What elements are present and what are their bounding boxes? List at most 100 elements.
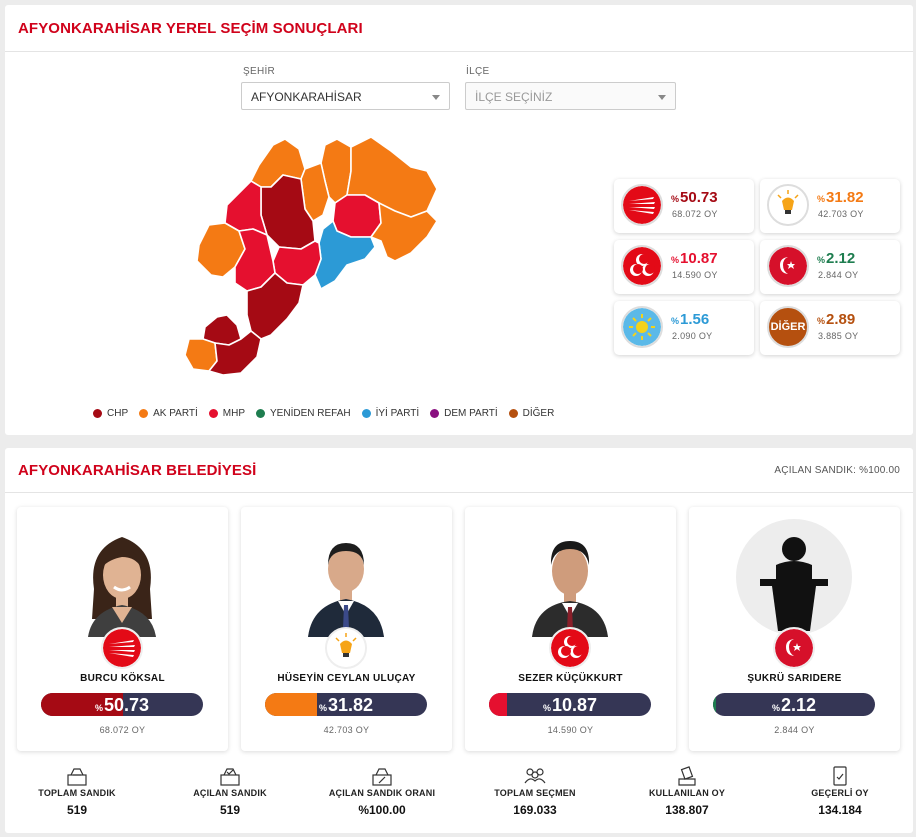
party-votes: 14.590 OY [672, 270, 718, 280]
legend-item-yeniden-refah: YENİDEN REFAH [256, 408, 351, 419]
diger-logo: DİĞER [767, 306, 809, 348]
stat-total-ballot-boxes: TOPLAM SANDIK 519 [2, 766, 152, 817]
stat-label: GEÇERLİ OY [811, 788, 869, 798]
candidate-card[interactable]: BURCU KÖKSAL %50.73 68.072 OY [17, 507, 228, 751]
map-district[interactable] [196, 222, 246, 278]
party-card-iyi-parti[interactable]: %1.56 2.090 OY [614, 301, 754, 355]
opened-ballot-box-icon [220, 768, 240, 786]
stat-value: 138.807 [665, 803, 709, 817]
party-percent: %10.87 [671, 250, 718, 267]
district-label: İLÇE [466, 66, 490, 77]
legend-label: DİĞER [522, 408, 555, 419]
district-select[interactable]: İLÇE SEÇİNİZ [465, 82, 676, 110]
legend-label: CHP [107, 408, 129, 419]
ballot-box-percent-icon [372, 768, 392, 786]
candidate-vote-bar: %10.87 [489, 693, 651, 716]
stat-label: KULLANILAN OY [648, 788, 726, 798]
candidate-vote-fill [489, 693, 507, 716]
candidate-name: HÜSEYİN CEYLAN ULUÇAY [277, 673, 416, 684]
stat-total-voters: TOPLAM SEÇMEN 169.033 [460, 766, 610, 817]
candidate-vote-fill [41, 693, 124, 716]
page-title: AFYONKARAHİSAR YEREL SEÇİM SONUÇLARI [18, 20, 363, 37]
results-panel: AFYONKARAHİSAR YEREL SEÇİM SONUÇLARI ŞEH… [5, 5, 913, 435]
stat-value: 519 [219, 803, 241, 817]
party-percent: %2.89 [817, 311, 856, 328]
stat-opened-ballot-boxes: AÇILAN SANDIK 519 [155, 766, 305, 817]
city-select[interactable]: AFYONKARAHİSAR [241, 82, 450, 110]
candidate-name: SEZER KÜÇÜKKURT [518, 673, 623, 684]
stat-value: 519 [66, 803, 88, 817]
party-votes: 42.703 OY [818, 209, 864, 219]
stat-value: 134.184 [818, 803, 862, 817]
party-votes: 2.844 OY [818, 270, 859, 280]
mhp-logo [549, 627, 591, 669]
candidate-photo [306, 519, 386, 637]
candidate-votes: 14.590 OY [547, 725, 594, 735]
candidate-name: BURCU KÖKSAL [80, 673, 165, 684]
party-percent: %2.12 [817, 250, 856, 267]
diger-logo-text: DİĞER [770, 321, 806, 333]
municipality-panel: AFYONKARAHİSAR BELEDİYESİ AÇILAN SANDIK:… [5, 448, 913, 833]
city-select-value: AFYONKARAHİSAR [251, 90, 362, 104]
legend-item-ak-parti: AK PARTİ [139, 408, 198, 419]
yeniden-refah-logo [773, 627, 815, 669]
divider [5, 51, 913, 52]
candidate-percent: %50.73 [94, 695, 150, 715]
map-district[interactable] [208, 330, 262, 375]
candidate-card[interactable]: ŞUKRÜ SARIDERE %2.12 2.844 OY [689, 507, 900, 751]
legend-dot [139, 409, 149, 418]
candidate-vote-fill [713, 693, 717, 716]
candidate-card[interactable]: SEZER KÜÇÜKKURT %10.87 14.590 OY [465, 507, 676, 751]
party-percent: %1.56 [671, 311, 710, 328]
chp-logo [621, 184, 663, 226]
party-card-diger[interactable]: DİĞER %2.89 3.885 OY [760, 301, 900, 355]
map-district[interactable] [332, 194, 382, 238]
stat-label: AÇILAN SANDIK [193, 788, 267, 798]
party-card-chp[interactable]: %50.73 68.072 OY [614, 179, 754, 233]
party-card-yeniden-refah[interactable]: %2.12 2.844 OY [760, 240, 900, 294]
stat-label: TOPLAM SEÇMEN [494, 788, 576, 798]
map-legend: CHP AK PARTİ MHP YENİDEN REFAH İYİ PARTİ… [93, 408, 554, 419]
legend-dot [361, 409, 371, 418]
chp-logo [101, 627, 143, 669]
legend-dot [430, 409, 440, 418]
legend-dot [256, 409, 266, 418]
akp-logo [767, 184, 809, 226]
legend-item-dem-parti: DEM PARTİ [430, 408, 498, 419]
candidate-percent: %2.12 [771, 695, 817, 715]
stat-opened-ballot-ratio: AÇILAN SANDIK ORANI %100.00 [307, 766, 457, 817]
ballot-box-icon [67, 768, 87, 786]
legend-label: YENİDEN REFAH [270, 408, 351, 419]
stat-valid-votes: GEÇERLİ OY 134.184 [765, 766, 915, 817]
voters-icon [524, 768, 546, 784]
opened-ballots-status: AÇILAN SANDIK: %100.00 [774, 465, 900, 476]
candidate-vote-fill [265, 693, 317, 716]
party-card-ak-parti[interactable]: %31.82 42.703 OY [760, 179, 900, 233]
party-percent: %31.82 [817, 189, 864, 206]
candidate-photo [530, 519, 610, 637]
candidate-votes: 68.072 OY [99, 725, 146, 735]
map-district[interactable] [246, 272, 304, 340]
legend-dot [208, 409, 218, 418]
cast-vote-icon [678, 766, 696, 786]
district-map [184, 136, 438, 375]
legend-label: İYİ PARTİ [375, 408, 420, 419]
legend-label: MHP [222, 408, 246, 419]
party-percent: %50.73 [671, 189, 718, 206]
legend-label: AK PARTİ [153, 408, 198, 419]
mhp-logo [621, 245, 663, 287]
party-card-mhp[interactable]: %10.87 14.590 OY [614, 240, 754, 294]
chevron-down-icon [432, 95, 440, 100]
candidate-votes: 2.844 OY [774, 725, 815, 735]
stat-label: AÇILAN SANDIK ORANI [328, 788, 436, 798]
candidate-card[interactable]: HÜSEYİN CEYLAN ULUÇAY %31.82 42.703 OY [241, 507, 452, 751]
chevron-down-icon [658, 95, 666, 100]
party-votes: 68.072 OY [672, 209, 718, 219]
candidate-votes: 42.703 OY [323, 725, 370, 735]
iyi-logo [621, 306, 663, 348]
candidate-vote-bar: %2.12 [713, 693, 875, 716]
legend-dot [508, 409, 518, 418]
stat-label: TOPLAM SANDIK [38, 788, 116, 798]
stat-cast-votes: KULLANILAN OY 138.807 [612, 766, 762, 817]
legend-dot [93, 409, 102, 418]
